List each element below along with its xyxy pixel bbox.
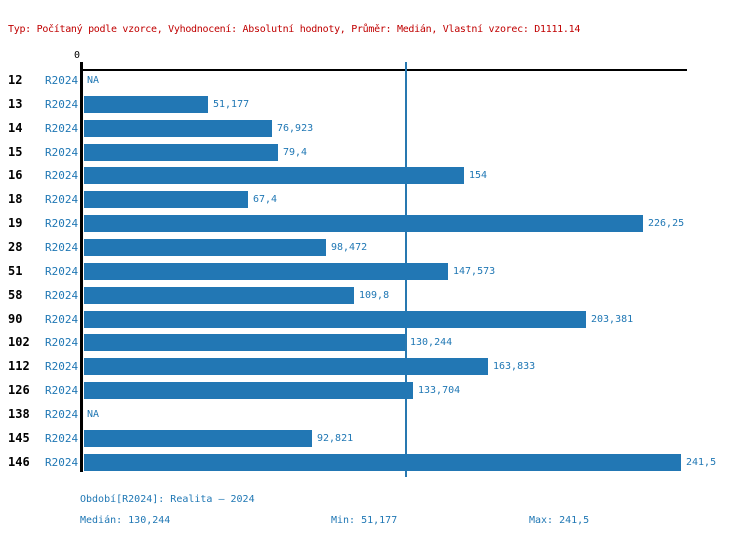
row-series-label: R2024 xyxy=(45,122,79,135)
chart-title: Typ: Počítaný podle vzorce, Vyhodnocení:… xyxy=(8,24,581,35)
row-series-label: R2024 xyxy=(45,98,79,111)
row-category-label: 28 xyxy=(8,240,23,254)
row-value-label: 51,177 xyxy=(213,99,250,110)
row-series-label: R2024 xyxy=(45,265,79,278)
row-series-label: R2024 xyxy=(45,336,79,349)
value-bar[interactable] xyxy=(84,358,488,375)
row-category-label: 12 xyxy=(8,73,23,87)
row-series-label: R2024 xyxy=(45,193,79,206)
row-value-label: 133,704 xyxy=(418,385,461,396)
row-value-label: 154 xyxy=(469,170,488,181)
row-series-label: R2024 xyxy=(45,74,79,87)
row-value-label: 203,381 xyxy=(591,314,634,325)
row-value-label: 130,244 xyxy=(410,337,453,348)
footer-median-label: Medián: 130,244 xyxy=(80,515,171,526)
row-value-label: 79,4 xyxy=(283,147,308,158)
row-na-label: NA xyxy=(87,409,100,420)
value-bar[interactable] xyxy=(84,144,278,161)
row-category-label: 146 xyxy=(8,455,30,469)
row-category-label: 126 xyxy=(8,383,30,397)
value-bar[interactable] xyxy=(84,334,405,351)
row-value-label: 67,4 xyxy=(253,194,278,205)
row-value-label: 226,25 xyxy=(648,218,685,229)
row-category-label: 18 xyxy=(8,192,23,206)
row-value-label: 76,923 xyxy=(277,123,314,134)
footer-min-label: Min: 51,177 xyxy=(331,515,398,526)
row-category-label: 138 xyxy=(8,407,30,421)
row-value-label: 109,8 xyxy=(359,290,390,301)
value-bar[interactable] xyxy=(84,239,326,256)
value-bar[interactable] xyxy=(84,382,413,399)
row-series-label: R2024 xyxy=(45,432,79,445)
row-category-label: 112 xyxy=(8,359,30,373)
value-bar[interactable] xyxy=(84,120,272,137)
row-series-label: R2024 xyxy=(45,241,79,254)
value-bar[interactable] xyxy=(84,215,643,232)
row-series-label: R2024 xyxy=(45,384,79,397)
value-bar[interactable] xyxy=(84,430,312,447)
value-bar[interactable] xyxy=(84,454,681,471)
row-value-label: 147,573 xyxy=(453,266,496,277)
footer-period-label: Období[R2024]: Realita – 2024 xyxy=(80,494,255,505)
row-series-label: R2024 xyxy=(45,289,79,302)
row-series-label: R2024 xyxy=(45,169,79,182)
row-value-label: 92,821 xyxy=(317,433,354,444)
row-series-label: R2024 xyxy=(45,146,79,159)
row-category-label: 58 xyxy=(8,288,23,302)
row-value-label: 163,833 xyxy=(493,361,536,372)
row-category-label: 15 xyxy=(8,145,23,159)
value-bar[interactable] xyxy=(84,263,448,280)
row-category-label: 145 xyxy=(8,431,30,445)
row-category-label: 90 xyxy=(8,312,23,326)
row-category-label: 16 xyxy=(8,168,23,182)
row-series-label: R2024 xyxy=(45,360,79,373)
value-bar[interactable] xyxy=(84,287,354,304)
row-series-label: R2024 xyxy=(45,217,79,230)
row-category-label: 14 xyxy=(8,121,23,135)
row-category-label: 102 xyxy=(8,335,30,349)
row-value-label: 98,472 xyxy=(331,242,368,253)
row-series-label: R2024 xyxy=(45,456,79,469)
value-bar[interactable] xyxy=(84,167,464,184)
x-axis-line xyxy=(80,69,687,71)
row-category-label: 13 xyxy=(8,97,23,111)
value-bar[interactable] xyxy=(84,96,208,113)
row-series-label: R2024 xyxy=(45,408,79,421)
row-category-label: 19 xyxy=(8,216,23,230)
row-value-label: 241,5 xyxy=(686,457,717,468)
y-axis-line xyxy=(80,62,83,472)
value-bar[interactable] xyxy=(84,311,586,328)
footer-max-label: Max: 241,5 xyxy=(529,515,590,526)
row-series-label: R2024 xyxy=(45,313,79,326)
row-category-label: 51 xyxy=(8,264,23,278)
value-bar[interactable] xyxy=(84,191,248,208)
x-axis-origin-label: 0 xyxy=(74,50,81,61)
row-na-label: NA xyxy=(87,75,100,86)
